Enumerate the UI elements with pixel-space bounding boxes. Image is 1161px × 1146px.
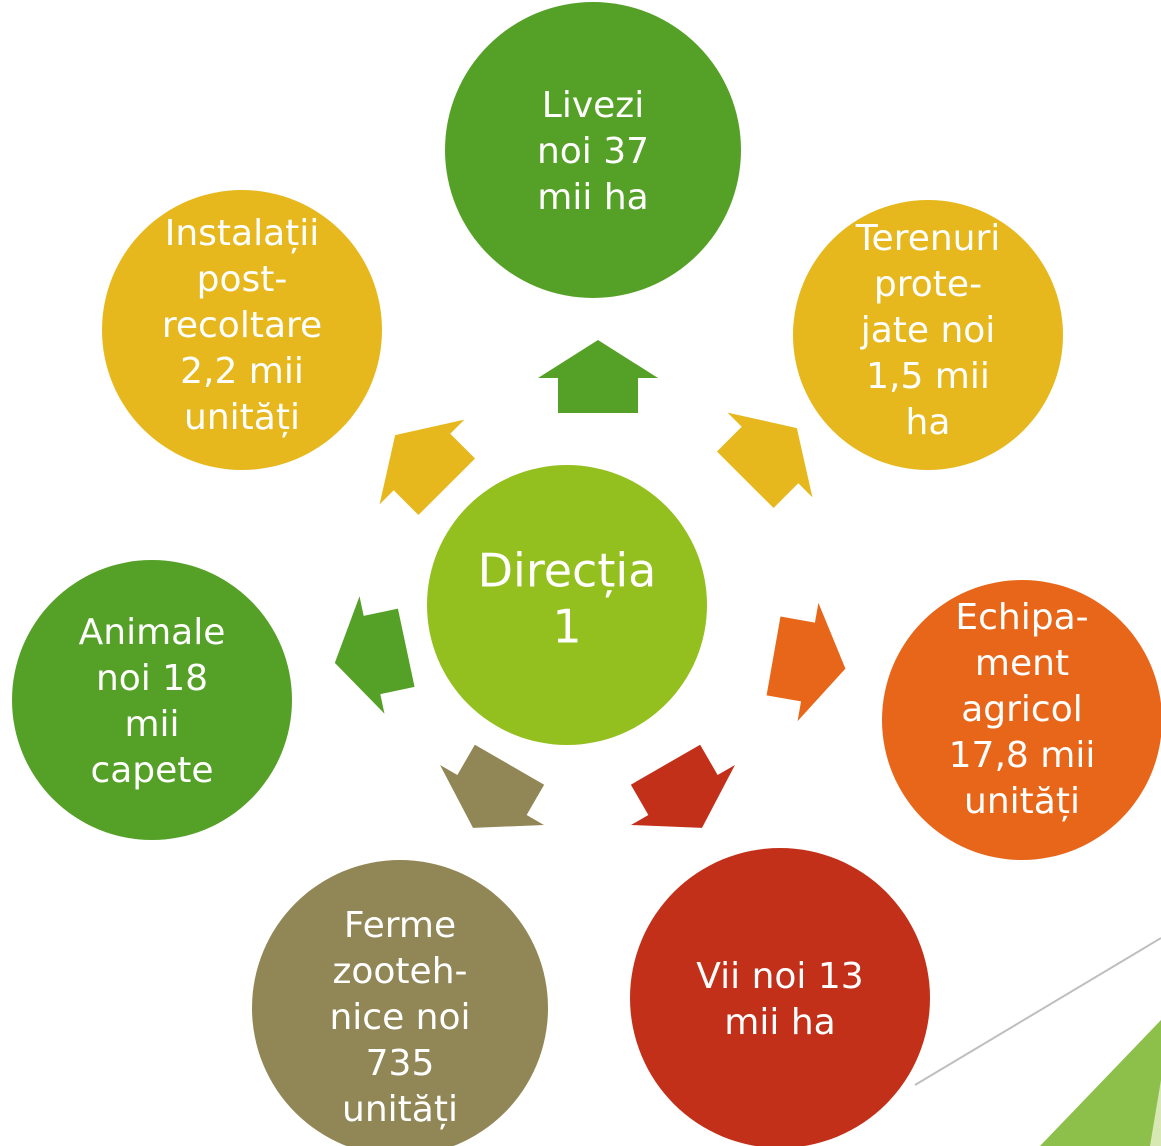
decor-triangle [1040, 1020, 1161, 1146]
label-line: 17,8 mii [949, 735, 1096, 776]
decor-triangle [1150, 1080, 1161, 1146]
decor-line [914, 937, 1161, 1086]
node-label: Ferme zooteh-nice noi 735 unități [329, 905, 470, 1130]
label-line: post- [197, 259, 288, 300]
node-circle [445, 2, 741, 298]
node-label: Vii noi 13 mii ha [696, 956, 863, 1043]
label-line: Direcția [478, 544, 657, 599]
node-circle [12, 560, 292, 840]
label-line: ment [975, 643, 1069, 684]
label-line: mii ha [724, 1002, 835, 1043]
label-line: unități [964, 781, 1080, 822]
label-line: 1 [552, 600, 581, 654]
node-label: Terenuri prote-jate noi 1,5 mii ha [855, 218, 1001, 443]
label-line: Animale [79, 612, 226, 653]
node-label: Animale noi 18 mii capete [79, 612, 226, 791]
label-line: Echipa- [955, 597, 1088, 638]
node-circle [882, 580, 1161, 860]
arrow [630, 744, 735, 828]
node-circle [630, 848, 930, 1146]
center-circle [427, 465, 707, 745]
label-line: unități [184, 397, 300, 438]
label-line: mii [124, 704, 179, 745]
label-line: Vii noi 13 [696, 956, 863, 997]
label-line: ha [906, 402, 951, 443]
arrow [440, 744, 545, 828]
label-line: Instalații [165, 213, 320, 254]
node-label: Direcția 1 [478, 544, 657, 654]
label-line: 735 [366, 1043, 435, 1084]
arrow [766, 602, 846, 722]
arrow [716, 412, 813, 509]
node-label: Livezi noi 37 mii ha [537, 85, 649, 218]
label-line: jate noi [860, 310, 996, 351]
label-line: Ferme [344, 905, 456, 946]
label-line: 1,5 mii [866, 356, 990, 397]
arrow [334, 596, 415, 714]
node-circle [102, 190, 382, 470]
label-line: zooteh- [332, 951, 467, 992]
arrow [538, 340, 658, 413]
node-circle [252, 860, 548, 1146]
label-line: recoltare [162, 305, 322, 346]
label-line: nice noi [329, 997, 470, 1038]
label-line: Livezi [542, 85, 644, 126]
node-circle [793, 200, 1063, 470]
label-line: capete [90, 750, 213, 791]
label-line: 2,2 mii [180, 351, 304, 392]
node-label: Instalații post-recoltare 2,2 mii unități [162, 213, 322, 438]
node-label: Echipa-ment agricol 17,8 mii unități [949, 597, 1096, 822]
label-line: unități [342, 1089, 458, 1130]
label-line: agricol [961, 689, 1083, 730]
label-line: noi 37 [537, 131, 649, 172]
arrow [379, 419, 476, 516]
label-line: mii ha [537, 177, 648, 218]
label-line: noi 18 [96, 658, 208, 699]
label-line: prote- [874, 264, 982, 305]
label-line: Terenuri [855, 218, 1001, 259]
